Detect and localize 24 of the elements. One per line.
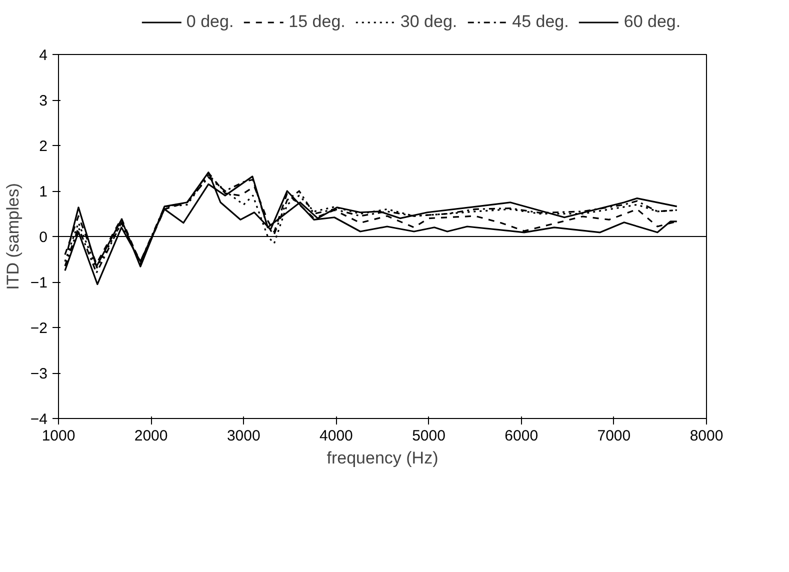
x-tick-label: 2000 bbox=[134, 428, 168, 444]
y-tick-label: 1 bbox=[39, 184, 48, 200]
y-tick-label: 2 bbox=[39, 138, 48, 155]
y-tick-label: −4 bbox=[30, 411, 48, 428]
y-tick-label: 0 bbox=[39, 229, 48, 246]
y-tick-label: −2 bbox=[30, 320, 48, 337]
x-tick-label: 4000 bbox=[320, 428, 353, 444]
y-tick-label: −3 bbox=[30, 366, 48, 382]
y-axis-title: ITD (samples) bbox=[3, 183, 22, 290]
legend-label: 15 deg. bbox=[288, 12, 346, 32]
x-tick-label: 1000 bbox=[42, 428, 76, 444]
x-tick-label: 5000 bbox=[412, 428, 446, 444]
x-axis-title: frequency (Hz) bbox=[326, 448, 438, 468]
y-tick-label: −1 bbox=[30, 274, 48, 292]
y-tick-label: 3 bbox=[39, 92, 48, 110]
legend-label: 30 deg. bbox=[400, 12, 458, 32]
x-tick-label: 8000 bbox=[690, 428, 724, 444]
x-tick-label: 7000 bbox=[597, 428, 631, 444]
legend-label: 60 deg. bbox=[624, 12, 681, 32]
legend-label: 0 deg. bbox=[186, 12, 234, 32]
legend-label: 45 deg. bbox=[512, 12, 569, 32]
x-tick-label: 6000 bbox=[504, 428, 538, 444]
y-tick-label: 4 bbox=[39, 47, 48, 64]
x-tick-label: 3000 bbox=[226, 428, 260, 444]
